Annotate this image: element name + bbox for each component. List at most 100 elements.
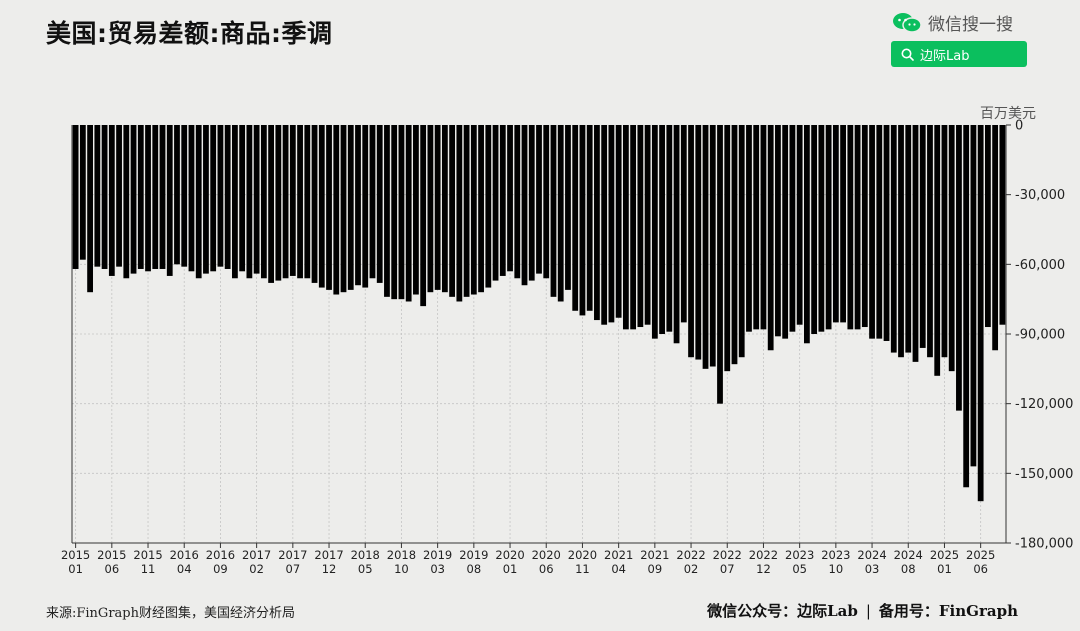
- bar: [195, 125, 202, 279]
- bar: [203, 125, 209, 274]
- bar: [297, 125, 303, 279]
- bar: [188, 125, 195, 272]
- bar: [999, 125, 1006, 325]
- bar: [746, 125, 752, 332]
- y-axis-unit: 百万美元: [980, 106, 1036, 122]
- bar: [775, 125, 781, 337]
- x-tick-month: 05: [358, 562, 373, 576]
- bar: [738, 125, 745, 358]
- x-tick-year: 2022: [676, 548, 705, 562]
- x-tick-month: 07: [720, 562, 735, 576]
- x-tick-month: 04: [611, 562, 626, 576]
- bar: [311, 125, 318, 283]
- bar: [666, 125, 673, 332]
- bar: [289, 125, 296, 276]
- bar: [912, 125, 919, 362]
- wechat-search-label: 微信搜一搜: [928, 15, 1013, 35]
- x-tick-month: 01: [68, 562, 83, 576]
- bar: [528, 125, 535, 281]
- bar: [550, 125, 557, 297]
- bar: [688, 125, 694, 358]
- bar: [883, 125, 890, 341]
- bar: [753, 125, 760, 330]
- bar: [854, 125, 861, 330]
- bar: [869, 125, 875, 339]
- bar: [72, 125, 79, 269]
- bar: [405, 125, 412, 302]
- bar: [485, 125, 492, 288]
- bar: [159, 125, 166, 269]
- bar: [789, 125, 796, 332]
- bar: [637, 125, 644, 328]
- bar: [463, 125, 470, 297]
- x-tick-year: 2016: [206, 548, 235, 562]
- bar: [347, 125, 354, 290]
- bar: [876, 125, 883, 339]
- bar: [246, 125, 253, 279]
- search-button[interactable]: 边际Lab: [891, 41, 1027, 67]
- bar: [934, 125, 941, 376]
- account-name: 微信公众号：边际Lab: [707, 602, 858, 620]
- x-tick-year: 2017: [278, 548, 307, 562]
- bar: [543, 125, 550, 279]
- bar: [217, 125, 224, 267]
- bar: [898, 125, 904, 358]
- bar: [586, 125, 593, 311]
- x-tick-year: 2023: [821, 548, 850, 562]
- bar: [470, 125, 477, 295]
- backup-account: 备用号：FinGraph: [878, 602, 1018, 620]
- bar: [275, 125, 282, 281]
- bar: [992, 125, 999, 351]
- bar: [137, 125, 144, 269]
- x-tick-month: 02: [684, 562, 699, 576]
- chart-title: 美国:贸易差额:商品:季调: [46, 19, 333, 48]
- bar: [326, 125, 332, 290]
- bar: [116, 125, 122, 267]
- bar: [825, 125, 832, 330]
- bar: [304, 125, 311, 279]
- y-tick-label: -150,000: [1015, 467, 1073, 482]
- bar: [760, 125, 767, 330]
- bar: [391, 125, 398, 300]
- bar: [818, 125, 825, 332]
- x-tick-month: 06: [539, 562, 554, 576]
- x-tick-month: 02: [249, 562, 264, 576]
- x-tick-month: 08: [467, 562, 482, 576]
- x-tick-month: 11: [141, 562, 156, 576]
- bar: [861, 125, 868, 328]
- wechat-icon: [893, 12, 922, 33]
- bar: [507, 125, 513, 272]
- x-tick-labels: 2015012015062015112016042016092017022017…: [61, 548, 995, 576]
- bar: [782, 125, 789, 339]
- bar: [832, 125, 839, 323]
- bar: [232, 125, 238, 279]
- bar: [941, 125, 948, 358]
- x-tick-month: 10: [394, 562, 409, 576]
- x-tick-year: 2020: [495, 548, 524, 562]
- bar: [441, 125, 448, 293]
- bar: [398, 125, 405, 300]
- bar: [956, 125, 962, 411]
- bar: [536, 125, 542, 274]
- wechat-search-brand[interactable]: 微信搜一搜: [892, 10, 1013, 35]
- bar: [557, 125, 564, 302]
- search-icon: [901, 48, 914, 61]
- x-tick-month: 11: [575, 562, 590, 576]
- bar: [282, 125, 289, 279]
- bar: [608, 125, 615, 323]
- bar: [963, 125, 970, 488]
- x-tick-year: 2018: [387, 548, 416, 562]
- bar: [340, 125, 347, 293]
- bar: [456, 125, 463, 302]
- bar: [890, 125, 897, 353]
- bar: [579, 125, 586, 316]
- bar: [709, 125, 716, 367]
- x-tick-year: 2020: [568, 548, 597, 562]
- bar: [362, 125, 369, 288]
- bar: [174, 125, 180, 265]
- x-tick-month: 01: [937, 562, 952, 576]
- bar: [572, 125, 579, 311]
- bar: [644, 125, 651, 325]
- x-tick-year: 2020: [532, 548, 561, 562]
- bar: [695, 125, 702, 360]
